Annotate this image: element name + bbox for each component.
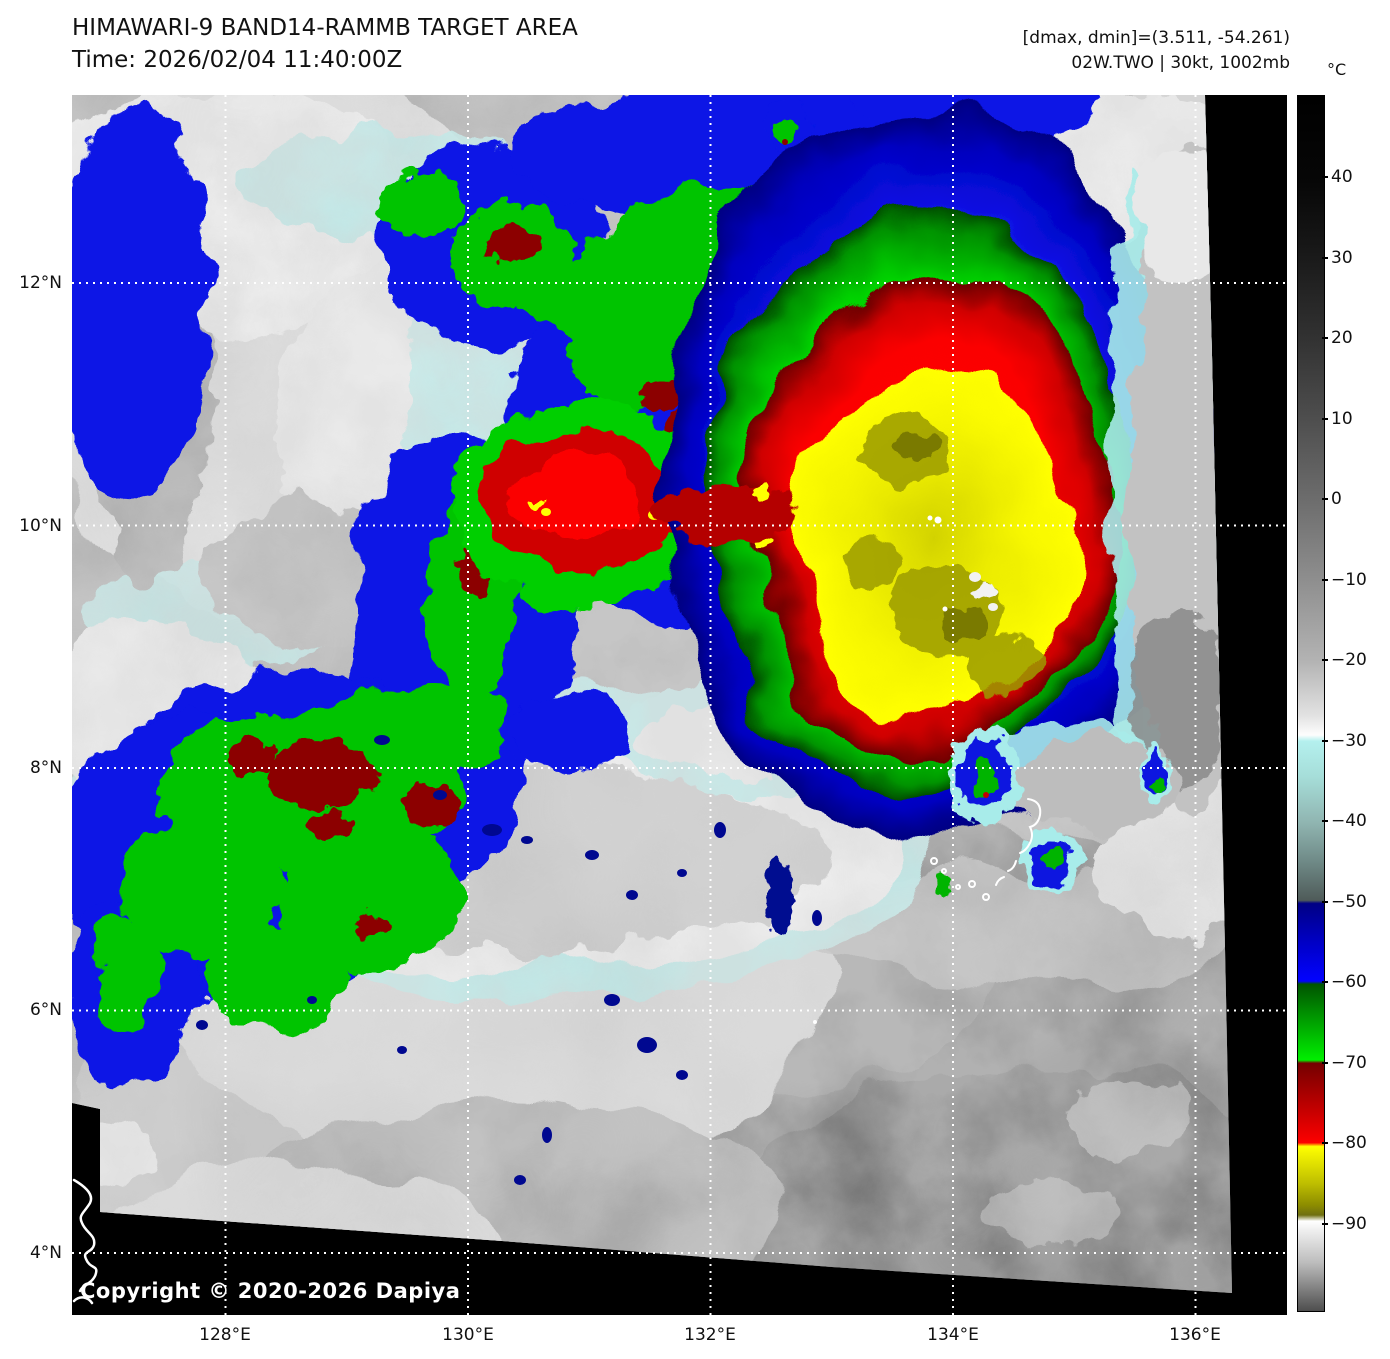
- satellite-map-area: [72, 95, 1287, 1315]
- colorbar-tick-m40: −40: [1322, 811, 1367, 831]
- colorbar-tick-40: 40: [1322, 167, 1353, 187]
- temperature-colorbar: [1297, 95, 1325, 1312]
- colorbar-tick-m90: −90: [1322, 1214, 1367, 1234]
- southern-convective-cells: [765, 729, 1171, 935]
- header-right-info: [dmax, dmin]=(3.511, -54.261) 02W.TWO | …: [1023, 26, 1290, 76]
- tropical-cyclone: [652, 113, 1200, 837]
- colorbar-unit: °C: [1327, 60, 1347, 79]
- copyright-notice: Copyright © 2020-2026 Dapiya: [80, 1279, 461, 1303]
- lat-label-10n: 10°N: [19, 516, 62, 536]
- colorbar-tick-m70: −70: [1322, 1053, 1367, 1073]
- west-red-convection: [450, 403, 714, 607]
- satellite-image: [72, 95, 1287, 1315]
- overshooting-tops: [927, 515, 998, 612]
- colorbar-tick-20: 20: [1322, 328, 1353, 348]
- lon-label-132e: 132°E: [684, 1325, 736, 1345]
- lon-label-134e: 134°E: [927, 1325, 979, 1345]
- page-title: HIMAWARI-9 BAND14-RAMMB TARGET AREA: [72, 15, 578, 41]
- dmax-dmin-readout: [dmax, dmin]=(3.511, -54.261): [1022, 28, 1290, 48]
- lat-label-8n: 8°N: [29, 758, 62, 778]
- lon-label-128e: 128°E: [199, 1325, 251, 1345]
- mainland-coastline: [72, 1178, 98, 1305]
- storm-info: 02W.TWO | 30kt, 1002mb: [1071, 53, 1290, 73]
- lon-label-130e: 130°E: [442, 1325, 494, 1345]
- timestamp: Time: 2026/02/04 11:40:00Z: [72, 47, 403, 73]
- colorbar-tick-m50: −50: [1322, 892, 1367, 912]
- graticule: [72, 95, 1287, 1315]
- colorbar-tick-30: 30: [1322, 248, 1353, 268]
- island-coastlines: [930, 798, 1042, 901]
- colorbar-tick-0: 0: [1322, 489, 1342, 509]
- lon-label-136e: 136°E: [1169, 1325, 1221, 1345]
- colorbar-tick-m60: −60: [1322, 972, 1367, 992]
- lat-label-6n: 6°N: [29, 1000, 62, 1020]
- title-block: HIMAWARI-9 BAND14-RAMMB TARGET AREA Time…: [72, 12, 578, 76]
- colorbar-tick-m20: −20: [1322, 650, 1367, 670]
- lat-label-12n: 12°N: [19, 273, 62, 293]
- navy-cloud-specks: [196, 735, 822, 1185]
- colorbar-tick-m10: −10: [1322, 570, 1367, 590]
- colorbar-tick-10: 10: [1322, 409, 1353, 429]
- warm-spot-dot: [813, 1020, 817, 1024]
- colorbar-tick-m30: −30: [1322, 731, 1367, 751]
- lat-label-4n: 4°N: [29, 1243, 62, 1263]
- colorbar-tick-m80: −80: [1322, 1133, 1367, 1153]
